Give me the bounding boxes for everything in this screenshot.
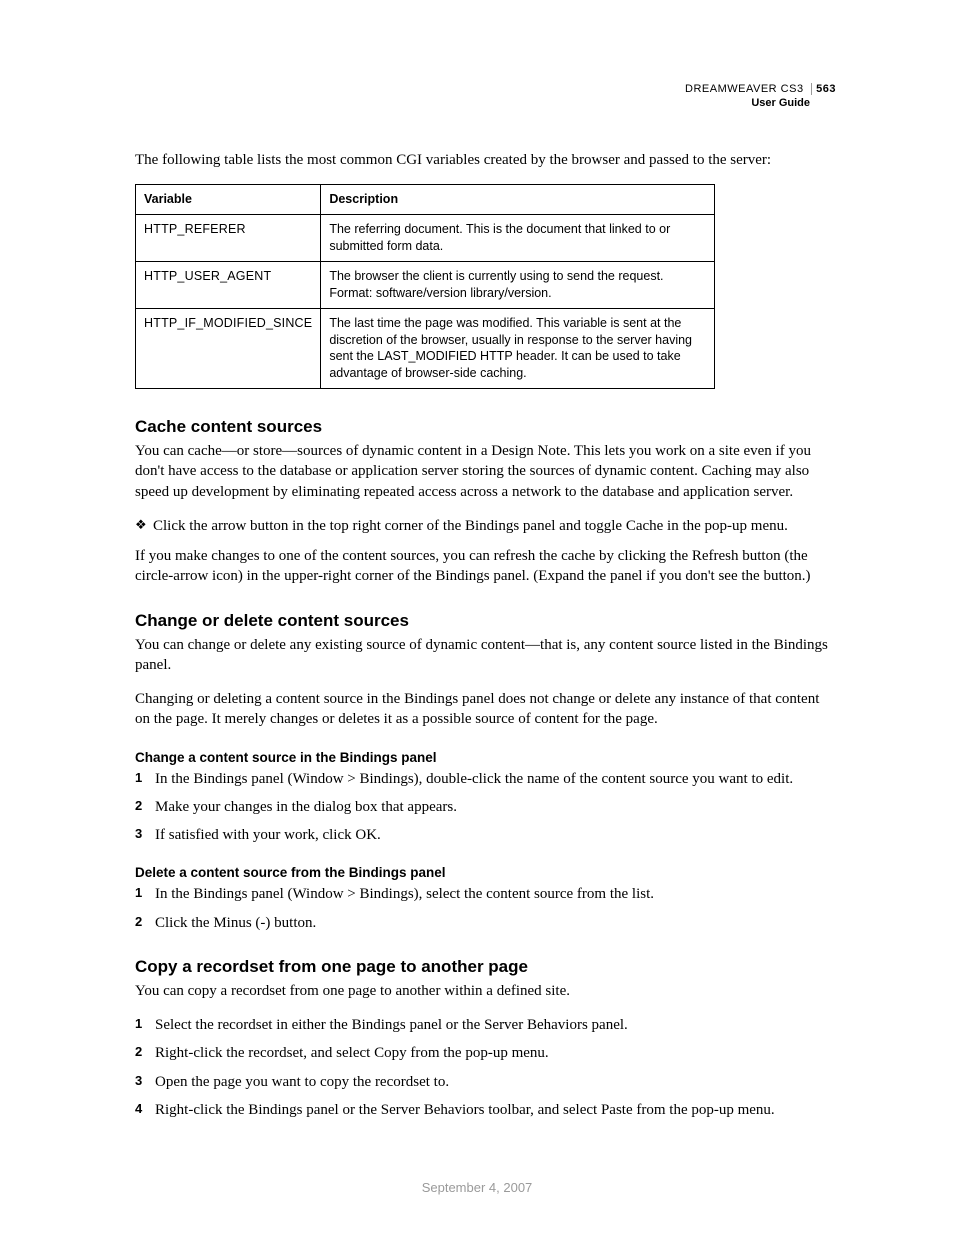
cache-bullet-text: Click the arrow button in the top right …	[153, 518, 788, 534]
table-row: HTTP_REFERER The referring document. Thi…	[136, 215, 715, 262]
header-line-1: DREAMWEAVER CS3 563	[685, 82, 836, 96]
table-header-variable: Variable	[136, 185, 321, 215]
section-title-cache: Cache content sources	[135, 417, 834, 437]
step-item: In the Bindings panel (Window > Bindings…	[135, 884, 834, 904]
copy-paragraph-1: You can copy a recordset from one page t…	[135, 981, 834, 1001]
step-item: In the Bindings panel (Window > Bindings…	[135, 769, 834, 789]
footer-date: September 4, 2007	[0, 1180, 954, 1195]
cgi-variables-table: Variable Description HTTP_REFERER The re…	[135, 184, 715, 389]
step-item: Select the recordset in either the Bindi…	[135, 1015, 834, 1035]
section-title-change: Change or delete content sources	[135, 611, 834, 631]
step-item: Right-click the recordset, and select Co…	[135, 1043, 834, 1063]
diamond-bullet-icon: ❖	[135, 516, 153, 534]
variable-description: The browser the client is currently usin…	[321, 261, 715, 308]
page-header: DREAMWEAVER CS3 563 User Guide	[685, 82, 836, 111]
variable-description: The referring document. This is the docu…	[321, 215, 715, 262]
cache-paragraph-2: If you make changes to one of the conten…	[135, 546, 834, 587]
variable-name: HTTP_REFERER	[136, 215, 321, 262]
step-item: Right-click the Bindings panel or the Se…	[135, 1100, 834, 1120]
delete-steps-list: In the Bindings panel (Window > Bindings…	[135, 884, 834, 933]
variable-description: The last time the page was modified. Thi…	[321, 308, 715, 389]
step-item: If satisfied with your work, click OK.	[135, 825, 834, 845]
change-steps-list: In the Bindings panel (Window > Bindings…	[135, 769, 834, 846]
copy-steps-list: Select the recordset in either the Bindi…	[135, 1015, 834, 1120]
content-area: The following table lists the most commo…	[135, 150, 834, 1120]
intro-paragraph: The following table lists the most commo…	[135, 150, 834, 170]
step-item: Click the Minus (-) button.	[135, 913, 834, 933]
section-title-copy: Copy a recordset from one page to anothe…	[135, 957, 834, 977]
header-subtitle: User Guide	[685, 96, 836, 110]
product-name: DREAMWEAVER CS3	[685, 83, 804, 95]
table-header-row: Variable Description	[136, 185, 715, 215]
step-item: Make your changes in the dialog box that…	[135, 797, 834, 817]
page-number: 563	[811, 83, 836, 95]
variable-name: HTTP_USER_AGENT	[136, 261, 321, 308]
page: DREAMWEAVER CS3 563 User Guide The follo…	[0, 0, 954, 1235]
cache-paragraph-1: You can cache—or store—sources of dynami…	[135, 441, 834, 502]
table-row: HTTP_USER_AGENT The browser the client i…	[136, 261, 715, 308]
cache-bullet: ❖Click the arrow button in the top right…	[135, 516, 834, 536]
variable-name: HTTP_IF_MODIFIED_SINCE	[136, 308, 321, 389]
change-paragraph-2: Changing or deleting a content source in…	[135, 689, 834, 730]
subsection-title-change: Change a content source in the Bindings …	[135, 750, 834, 765]
subsection-title-delete: Delete a content source from the Binding…	[135, 865, 834, 880]
table-header-description: Description	[321, 185, 715, 215]
table-row: HTTP_IF_MODIFIED_SINCE The last time the…	[136, 308, 715, 389]
change-paragraph-1: You can change or delete any existing so…	[135, 635, 834, 676]
step-item: Open the page you want to copy the recor…	[135, 1072, 834, 1092]
